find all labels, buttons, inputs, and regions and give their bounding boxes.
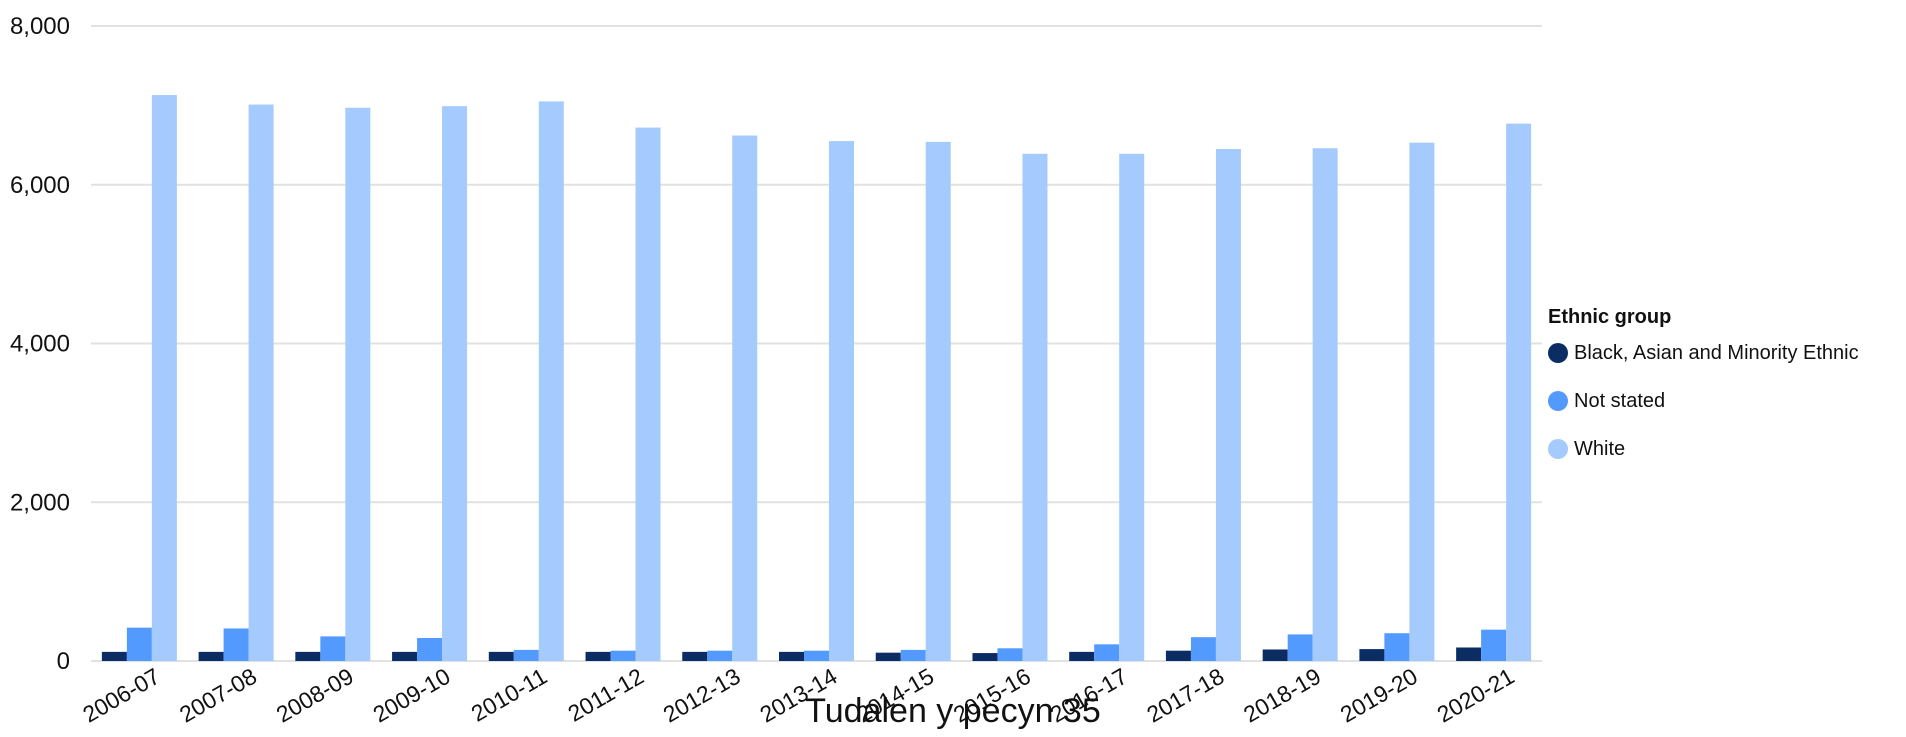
bar [1022, 153, 1048, 661]
legend-item-white: White [1548, 437, 1859, 461]
bar [101, 651, 127, 661]
bar [223, 628, 249, 661]
bar [1384, 633, 1410, 661]
bar [635, 127, 661, 662]
legend-title: Ethnic group [1548, 306, 1672, 328]
y-tick-label: 0 [57, 648, 70, 675]
bar [972, 653, 998, 661]
legend-item-bame: Black, Asian and Minority Ethnic [1548, 341, 1859, 365]
bar [732, 135, 758, 662]
bar [925, 141, 951, 661]
bar [900, 649, 926, 661]
bar [1069, 651, 1095, 661]
bar [151, 95, 177, 661]
bar [1215, 149, 1241, 661]
bar [779, 651, 804, 661]
bar [345, 107, 371, 662]
legend-marker-white [1548, 439, 1568, 459]
bar [320, 636, 346, 661]
bar [126, 627, 152, 661]
bar [1190, 637, 1216, 661]
bar [1409, 142, 1435, 661]
bar [1456, 647, 1482, 661]
bar [997, 648, 1023, 661]
bar [1165, 650, 1191, 661]
bar [875, 652, 901, 661]
bar [248, 104, 274, 662]
page-footer: Tudalen y pecyn 35 [805, 692, 1101, 730]
bar [829, 141, 854, 661]
bar [1481, 629, 1507, 661]
bar [513, 649, 539, 661]
bar [442, 106, 468, 661]
bar [538, 101, 564, 661]
legend: Ethnic group Black, Asian and Minority E… [1548, 306, 1859, 485]
bar [1119, 153, 1145, 661]
legend-label-not-stated: Not stated [1574, 389, 1666, 412]
bar [1262, 649, 1288, 661]
bar [295, 651, 321, 661]
legend-marker-bame [1548, 343, 1568, 363]
legend-label-white: White [1574, 437, 1626, 460]
bar [1359, 649, 1385, 661]
bar [585, 651, 611, 661]
bar [682, 651, 708, 661]
bar [804, 650, 829, 661]
bar [488, 651, 514, 661]
legend-label-bame: Black, Asian and Minority Ethnic [1574, 341, 1859, 364]
bar [1506, 123, 1532, 662]
bar [198, 651, 224, 661]
bar [1312, 148, 1338, 662]
y-tick-label: 4,000 [10, 331, 70, 358]
bar [417, 637, 443, 661]
legend-marker-not-stated [1548, 391, 1568, 411]
y-tick-label: 8,000 [10, 13, 70, 40]
y-tick-label: 6,000 [10, 172, 70, 199]
y-tick-label: 2,000 [10, 489, 70, 516]
bar [610, 650, 636, 661]
bar [392, 651, 418, 661]
bar [707, 650, 733, 661]
bar [1094, 644, 1120, 661]
legend-item-not-stated: Not stated [1548, 389, 1859, 413]
bar [1287, 634, 1313, 661]
